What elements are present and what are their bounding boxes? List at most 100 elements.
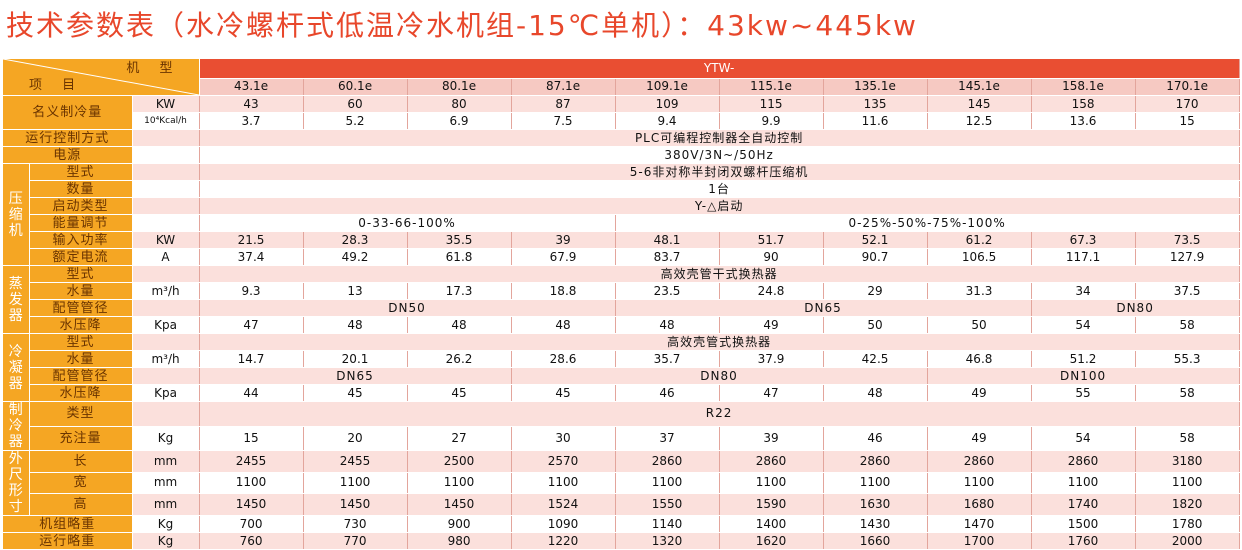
ref-charge-value: 58 — [1135, 426, 1240, 451]
table-row: 能量调节 0-33-66-100% 0-25%-50%-75%-100% — [3, 214, 1240, 232]
cond-flow-value: 42.5 — [823, 350, 928, 368]
evap-pipe-value: DN50 — [199, 299, 616, 317]
table-row: 10⁴Kcal/h 3.7 5.2 6.9 7.5 9.4 9.9 11.6 12.5 13.6 1… — [3, 112, 1240, 130]
row-label-run-weight: 运行略重 — [3, 532, 133, 550]
cond-flow-value: 14.7 — [199, 350, 304, 368]
run-weight-value: 1220 — [511, 532, 616, 550]
comp-type-value: 5-6非对称半封闭双螺杆压缩机 — [199, 163, 1240, 181]
length-value: 2860 — [927, 450, 1032, 473]
cond-drop-value: 45 — [407, 384, 512, 402]
comp-power-value: 73.5 — [1135, 231, 1240, 249]
width-value: 1100 — [303, 472, 408, 495]
capacity-kw-value: 87 — [511, 95, 616, 113]
length-value: 2860 — [1031, 450, 1136, 473]
unit-kw: KW — [132, 95, 200, 113]
length-value: 2455 — [303, 450, 408, 473]
run-weight-value: 1620 — [719, 532, 824, 550]
corner-label-model: 机 型 — [126, 61, 181, 76]
run-weight-value: 1700 — [927, 532, 1032, 550]
comp-power-value: 61.2 — [927, 231, 1032, 249]
unit-mm: mm — [132, 472, 200, 495]
run-weight-value: 770 — [303, 532, 408, 550]
capacity-kw-value: 145 — [927, 95, 1032, 113]
comp-power-value: 51.7 — [719, 231, 824, 249]
comp-power-value: 21.5 — [199, 231, 304, 249]
capacity-kw-value: 60 — [303, 95, 408, 113]
comp-current-value: 83.7 — [615, 248, 720, 266]
evap-pipe-value: DN65 — [615, 299, 1032, 317]
cond-flow-value: 37.9 — [719, 350, 824, 368]
cond-drop-value: 47 — [719, 384, 824, 402]
model-header-3: 87.1e — [511, 78, 616, 97]
run-weight-value: 760 — [199, 532, 304, 550]
comp-power-value: 28.3 — [303, 231, 408, 249]
height-value: 1680 — [927, 493, 1032, 516]
width-value: 1100 — [823, 472, 928, 495]
height-value: 1590 — [719, 493, 824, 516]
height-value: 1820 — [1135, 493, 1240, 516]
width-value: 1100 — [1135, 472, 1240, 495]
comp-current-value: 49.2 — [303, 248, 408, 266]
cond-drop-value: 44 — [199, 384, 304, 402]
unit-weight-value: 1090 — [511, 515, 616, 533]
ref-charge-value: 39 — [719, 426, 824, 451]
row-label-width: 宽 — [29, 472, 133, 495]
unit-weight-value: 1470 — [927, 515, 1032, 533]
comp-power-value: 39 — [511, 231, 616, 249]
cond-flow-value: 28.6 — [511, 350, 616, 368]
row-label-cond-flow: 水量 — [29, 350, 133, 368]
capacity-kw-value: 109 — [615, 95, 720, 113]
empty-unit — [132, 180, 200, 198]
unit-weight-value: 1430 — [823, 515, 928, 533]
evap-flow-value: 13 — [303, 282, 408, 300]
unit-kw: KW — [132, 231, 200, 249]
ref-charge-value: 54 — [1031, 426, 1136, 451]
cond-pipe-value: DN80 — [511, 367, 928, 385]
evap-flow-value: 17.3 — [407, 282, 512, 300]
unit-kg: Kg — [132, 515, 200, 533]
capacity-kcal-value: 9.9 — [719, 112, 824, 130]
capacity-kw-value: 43 — [199, 95, 304, 113]
height-value: 1450 — [303, 493, 408, 516]
model-header-7: 145.1e — [927, 78, 1032, 97]
length-value: 2455 — [199, 450, 304, 473]
group-label-condenser: 冷凝器 — [3, 333, 30, 402]
table-row: 蒸发器 型式 高效壳管干式换热器 — [3, 265, 1240, 334]
unit-weight-value: 700 — [199, 515, 304, 533]
cond-drop-value: 48 — [823, 384, 928, 402]
height-value: 1450 — [407, 493, 512, 516]
model-header-1: 60.1e — [303, 78, 408, 97]
model-header-6: 135.1e — [823, 78, 928, 97]
comp-current-value: 117.1 — [1031, 248, 1136, 266]
model-header-2: 80.1e — [407, 78, 512, 97]
unit-weight-value: 900 — [407, 515, 512, 533]
evap-drop-value: 47 — [199, 316, 304, 334]
run-weight-value: 1660 — [823, 532, 928, 550]
width-value: 1100 — [1031, 472, 1136, 495]
capacity-kcal-value: 9.4 — [615, 112, 720, 130]
row-label-control: 运行控制方式 — [3, 129, 133, 147]
ref-charge-value: 15 — [199, 426, 304, 451]
table-row: 额定电流 A 37.4 49.2 61.8 67.9 83.7 90 90.7 106.5 117.… — [3, 248, 1240, 266]
unit-kg: Kg — [132, 532, 200, 550]
unit-m3h: m³/h — [132, 282, 200, 300]
comp-current-value: 106.5 — [927, 248, 1032, 266]
capacity-kw-value: 158 — [1031, 95, 1136, 113]
comp-current-value: 37.4 — [199, 248, 304, 266]
unit-weight-value: 1500 — [1031, 515, 1136, 533]
table-row: 配管管径 DN65 DN80 DN100 — [3, 367, 1240, 385]
comp-power-value: 48.1 — [615, 231, 720, 249]
cond-pipe-value: DN65 — [199, 367, 512, 385]
cond-flow-value: 35.7 — [615, 350, 720, 368]
evap-drop-value: 48 — [303, 316, 408, 334]
evap-flow-value: 23.5 — [615, 282, 720, 300]
row-label-capacity: 名义制冷量 — [3, 95, 133, 130]
comp-power-value: 35.5 — [407, 231, 512, 249]
cond-type-value: 高效壳管式换热器 — [199, 333, 1240, 351]
ref-charge-value: 27 — [407, 426, 512, 451]
evap-flow-value: 29 — [823, 282, 928, 300]
control-value: PLC可编程控制器全自动控制 — [199, 129, 1240, 147]
capacity-kcal-value: 7.5 — [511, 112, 616, 130]
table-row: 水压降 Kpa 47 48 48 48 48 49 50 50 54 58 — [3, 316, 1240, 334]
ref-charge-value: 37 — [615, 426, 720, 451]
